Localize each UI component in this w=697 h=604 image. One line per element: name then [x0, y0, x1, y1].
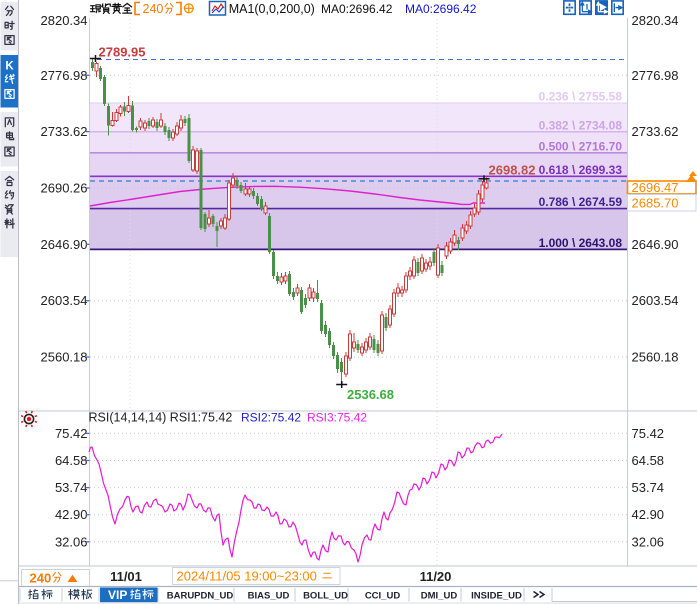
svg-text:VIP: VIP [108, 588, 127, 602]
svg-text:2646.90: 2646.90 [632, 237, 679, 252]
svg-text:2776.98: 2776.98 [41, 68, 88, 83]
svg-text:RSI(14,14,14) RSI1:75.42: RSI(14,14,14) RSI1:75.42 [89, 411, 233, 425]
svg-text:64.58: 64.58 [55, 453, 88, 468]
svg-text:DMI_UD: DMI_UD [421, 591, 458, 602]
svg-text:K: K [5, 61, 14, 73]
svg-text:240: 240 [30, 571, 52, 586]
svg-text:2685.70: 2685.70 [632, 195, 679, 210]
svg-text:MA0:2696.42: MA0:2696.42 [321, 2, 393, 16]
svg-text:BIAS_UD: BIAS_UD [248, 591, 290, 602]
svg-text:2603.54: 2603.54 [41, 293, 88, 308]
svg-text:75.42: 75.42 [632, 426, 665, 441]
svg-text:2690.26: 2690.26 [41, 181, 88, 196]
svg-text:2560.18: 2560.18 [41, 350, 88, 365]
svg-text:2776.98: 2776.98 [632, 68, 679, 83]
svg-text:2733.62: 2733.62 [41, 124, 88, 139]
svg-text:2789.95: 2789.95 [99, 45, 146, 60]
svg-text:240: 240 [143, 2, 164, 16]
svg-text:MA1(0,0,200,0): MA1(0,0,200,0) [229, 2, 315, 16]
svg-text:2603.54: 2603.54 [632, 293, 679, 308]
svg-text:BARUPDN_UD: BARUPDN_UD [167, 591, 234, 602]
svg-text:2024/11/05 19:00~23:00: 2024/11/05 19:00~23:00 [177, 569, 317, 584]
svg-text:75.42: 75.42 [55, 426, 88, 441]
svg-text:CCI_UD: CCI_UD [365, 591, 401, 602]
svg-text:11/20: 11/20 [420, 569, 452, 584]
svg-text:0.618 \ 2699.33: 0.618 \ 2699.33 [539, 163, 623, 177]
svg-text:53.74: 53.74 [632, 480, 665, 495]
svg-text:2698.82: 2698.82 [489, 163, 536, 178]
svg-text:0.236 \ 2755.58: 0.236 \ 2755.58 [539, 90, 623, 104]
svg-text:RSI2:75.42: RSI2:75.42 [241, 411, 301, 425]
svg-text:42.90: 42.90 [55, 507, 88, 522]
svg-text:0.786 \ 2674.59: 0.786 \ 2674.59 [539, 195, 623, 209]
svg-text:2536.68: 2536.68 [347, 387, 394, 402]
svg-text:1.000 \ 2643.08: 1.000 \ 2643.08 [539, 236, 623, 250]
svg-text:0.382 \ 2734.08: 0.382 \ 2734.08 [539, 118, 623, 132]
svg-text:2733.62: 2733.62 [632, 124, 679, 139]
svg-text:2696.47: 2696.47 [632, 180, 679, 195]
svg-text:11/01: 11/01 [110, 569, 142, 584]
svg-text:42.90: 42.90 [632, 507, 665, 522]
svg-text:2820.34: 2820.34 [41, 13, 88, 28]
svg-text:2646.90: 2646.90 [41, 237, 88, 252]
svg-text:32.06: 32.06 [55, 534, 88, 549]
svg-text:2820.34: 2820.34 [632, 13, 679, 28]
svg-text:BOLL_UD: BOLL_UD [303, 591, 348, 602]
svg-text:32.06: 32.06 [632, 534, 665, 549]
svg-text:MA0:2696.42: MA0:2696.42 [405, 2, 477, 16]
svg-text:2560.18: 2560.18 [632, 350, 679, 365]
svg-text:53.74: 53.74 [55, 480, 88, 495]
svg-text:0.500 \ 2716.70: 0.500 \ 2716.70 [539, 139, 623, 153]
svg-text:64.58: 64.58 [632, 453, 665, 468]
svg-text:RSI3:75.42: RSI3:75.42 [307, 411, 367, 425]
svg-text:INSIDE_UD: INSIDE_UD [471, 591, 522, 602]
